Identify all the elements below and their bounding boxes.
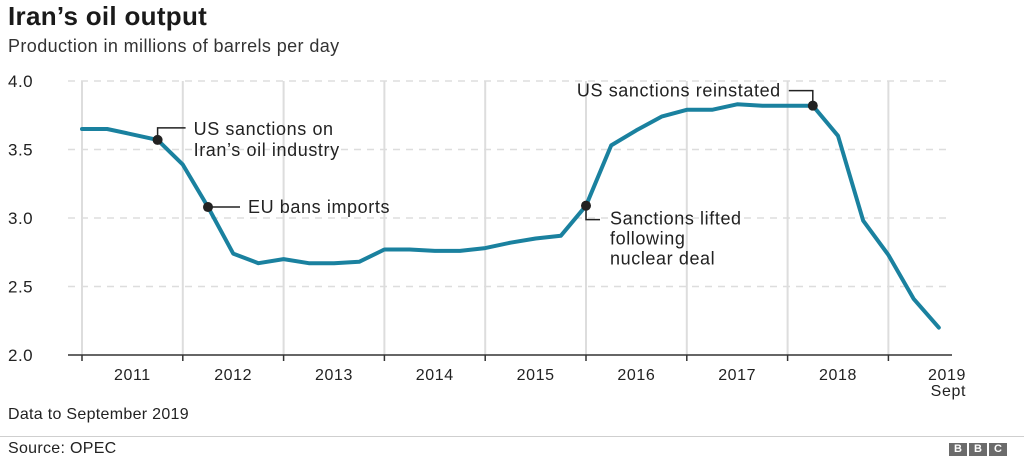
chart-subtitle: Production in millions of barrels per da… xyxy=(8,36,340,56)
annotation-marker xyxy=(152,134,163,145)
logo-letter: C xyxy=(989,443,1007,456)
bbc-logo: B B C xyxy=(949,443,1007,456)
annotation-label: Sanctions lifted xyxy=(610,209,742,229)
y-tick-label: 3.0 xyxy=(8,209,33,228)
logo-letter: B xyxy=(949,443,967,456)
annotation-label: US sanctions reinstated xyxy=(577,81,781,101)
x-tick-label: 2019 xyxy=(928,367,966,384)
annotation-label: US sanctions on xyxy=(194,119,334,139)
x-tick-label: 2018 xyxy=(819,367,857,384)
x-tick-label: 2011 xyxy=(114,367,151,384)
annotation-label: Iran’s oil industry xyxy=(194,140,340,160)
x-tick-label: 2015 xyxy=(517,367,555,384)
annotation-label: nuclear deal xyxy=(610,249,715,269)
production-line xyxy=(80,102,941,330)
footer-divider xyxy=(0,436,1024,437)
y-axis: 2.0 2.5 3.0 3.5 4.0 xyxy=(8,72,33,365)
y-tick-label: 4.0 xyxy=(8,72,33,91)
y-tick-label: 3.5 xyxy=(8,141,33,160)
annotation-label: EU bans imports xyxy=(248,197,390,217)
logo-letter: B xyxy=(969,443,987,456)
x-tick-label: 2014 xyxy=(416,367,454,384)
x-tick-label: 2013 xyxy=(315,367,353,384)
x-tick-label: Sept xyxy=(931,383,966,400)
annotation-marker xyxy=(581,200,591,211)
y-tick-label: 2.0 xyxy=(8,346,33,365)
data-note: Data to September 2019 xyxy=(8,406,189,423)
annotation-label: following xyxy=(610,229,685,249)
x-tick-label: 2012 xyxy=(214,367,252,384)
x-tick-label: 2017 xyxy=(718,367,756,384)
source-label: Source: OPEC xyxy=(8,440,117,457)
chart-title: Iran’s oil output xyxy=(8,1,208,31)
annotation-marker xyxy=(203,202,213,213)
y-tick-label: 2.5 xyxy=(8,278,33,297)
annotation-marker xyxy=(807,100,818,111)
x-tick-label: 2016 xyxy=(617,367,655,384)
